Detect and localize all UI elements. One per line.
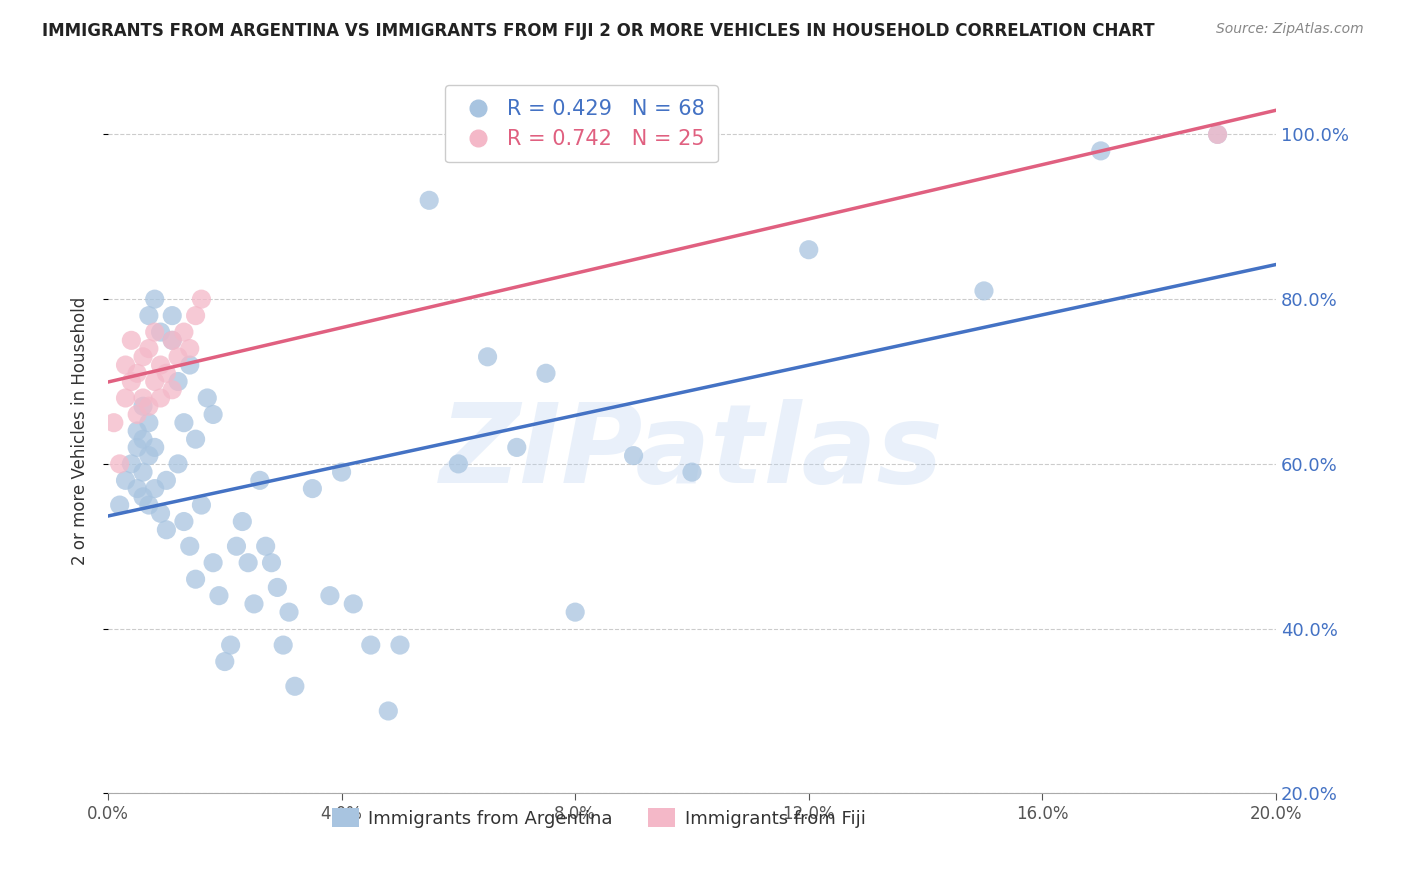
Point — [132, 490, 155, 504]
Point — [103, 416, 125, 430]
Point — [127, 366, 149, 380]
Point — [149, 325, 172, 339]
Point — [195, 391, 218, 405]
Point — [138, 416, 160, 430]
Point — [132, 391, 155, 405]
Point — [208, 589, 231, 603]
Point — [120, 457, 142, 471]
Point — [149, 506, 172, 520]
Point — [388, 638, 411, 652]
Point — [149, 358, 172, 372]
Point — [219, 638, 242, 652]
Point — [160, 383, 183, 397]
Point — [138, 399, 160, 413]
Point — [138, 342, 160, 356]
Point — [271, 638, 294, 652]
Point — [108, 457, 131, 471]
Point — [284, 679, 307, 693]
Point — [260, 556, 283, 570]
Y-axis label: 2 or more Vehicles in Household: 2 or more Vehicles in Household — [72, 297, 89, 565]
Point — [127, 482, 149, 496]
Point — [377, 704, 399, 718]
Point — [127, 408, 149, 422]
Point — [167, 375, 190, 389]
Point — [202, 408, 225, 422]
Point — [160, 309, 183, 323]
Point — [138, 309, 160, 323]
Point — [114, 358, 136, 372]
Point — [319, 589, 342, 603]
Point — [179, 539, 201, 553]
Point — [149, 391, 172, 405]
Point — [179, 358, 201, 372]
Point — [114, 391, 136, 405]
Point — [231, 515, 253, 529]
Point — [132, 350, 155, 364]
Point — [184, 432, 207, 446]
Point — [173, 325, 195, 339]
Point — [418, 194, 440, 208]
Point — [127, 441, 149, 455]
Point — [477, 350, 499, 364]
Point — [160, 334, 183, 348]
Point — [225, 539, 247, 553]
Point — [143, 292, 166, 306]
Point — [184, 572, 207, 586]
Point — [564, 605, 586, 619]
Text: IMMIGRANTS FROM ARGENTINA VS IMMIGRANTS FROM FIJI 2 OR MORE VEHICLES IN HOUSEHOL: IMMIGRANTS FROM ARGENTINA VS IMMIGRANTS … — [42, 22, 1154, 40]
Point — [143, 325, 166, 339]
Point — [301, 482, 323, 496]
Point — [132, 399, 155, 413]
Point — [1206, 128, 1229, 142]
Point — [120, 375, 142, 389]
Point — [155, 474, 177, 488]
Point — [266, 581, 288, 595]
Point — [167, 350, 190, 364]
Point — [973, 284, 995, 298]
Point — [155, 366, 177, 380]
Point — [278, 605, 301, 619]
Point — [214, 655, 236, 669]
Point — [623, 449, 645, 463]
Point — [243, 597, 266, 611]
Point — [127, 424, 149, 438]
Point — [179, 342, 201, 356]
Point — [114, 474, 136, 488]
Point — [173, 416, 195, 430]
Point — [236, 556, 259, 570]
Point — [797, 243, 820, 257]
Point — [342, 597, 364, 611]
Point — [249, 474, 271, 488]
Point — [132, 465, 155, 479]
Legend: Immigrants from Argentina, Immigrants from Fiji: Immigrants from Argentina, Immigrants fr… — [325, 801, 873, 835]
Point — [143, 482, 166, 496]
Point — [167, 457, 190, 471]
Point — [202, 556, 225, 570]
Point — [1206, 128, 1229, 142]
Point — [143, 441, 166, 455]
Point — [108, 498, 131, 512]
Point — [681, 465, 703, 479]
Point — [173, 515, 195, 529]
Text: Source: ZipAtlas.com: Source: ZipAtlas.com — [1216, 22, 1364, 37]
Text: ZIPatlas: ZIPatlas — [440, 400, 943, 506]
Point — [190, 292, 212, 306]
Point — [254, 539, 277, 553]
Point — [184, 309, 207, 323]
Point — [447, 457, 470, 471]
Point — [138, 449, 160, 463]
Point — [138, 498, 160, 512]
Point — [506, 441, 529, 455]
Point — [132, 432, 155, 446]
Point — [155, 523, 177, 537]
Point — [360, 638, 382, 652]
Point — [143, 375, 166, 389]
Point — [160, 334, 183, 348]
Point — [330, 465, 353, 479]
Point — [534, 366, 557, 380]
Point — [120, 334, 142, 348]
Point — [1090, 144, 1112, 158]
Point — [190, 498, 212, 512]
